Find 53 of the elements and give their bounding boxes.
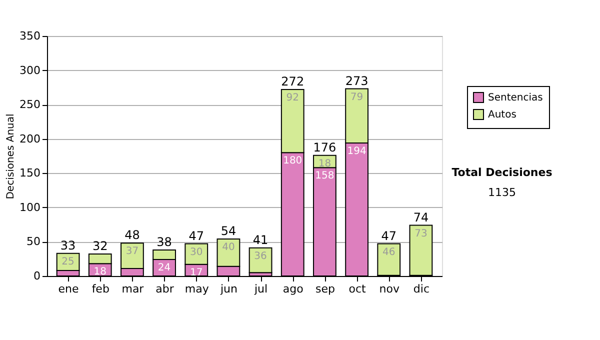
data-label: 25 xyxy=(62,256,74,268)
data-label: 30 xyxy=(190,246,203,258)
x-tick-label: abr xyxy=(156,282,174,296)
x-tick-label: mar xyxy=(122,282,144,296)
x-tick-label: sep xyxy=(315,282,335,296)
total-label: 33 xyxy=(60,238,76,252)
text: Total Decisiones xyxy=(452,166,553,179)
x-tick-label: oct xyxy=(348,282,367,296)
total-label: 54 xyxy=(220,224,236,238)
data-label: 158 xyxy=(315,170,334,182)
data-label: 18 xyxy=(94,266,106,278)
total-label: 176 xyxy=(313,140,336,154)
y-tick-label: 150 xyxy=(20,166,40,180)
data-label: 18 xyxy=(318,158,332,170)
x-tick-label: may xyxy=(184,282,210,296)
x-tick-label: jul xyxy=(253,282,268,296)
x-tick-label: ene xyxy=(58,282,80,296)
data-label: 40 xyxy=(222,242,235,253)
y-tick-label: 250 xyxy=(20,98,40,112)
total-label: 272 xyxy=(281,74,304,88)
total-label: 74 xyxy=(413,210,429,224)
y-tick-label: 0 xyxy=(34,270,40,282)
legend-label: Sentencias xyxy=(488,92,543,104)
total-label: 32 xyxy=(92,239,108,254)
data-label: 73 xyxy=(414,228,428,240)
data-label: 17 xyxy=(190,267,203,278)
x-tick-label: feb xyxy=(92,282,110,296)
text: 1135 xyxy=(488,186,516,199)
data-label: 36 xyxy=(254,250,267,262)
total-label: 48 xyxy=(124,228,140,242)
y-tick-label: 100 xyxy=(20,200,40,214)
total-label: 38 xyxy=(156,234,172,249)
data-label: 92 xyxy=(286,92,299,104)
x-tick-label: ago xyxy=(282,282,304,296)
total-label: 47 xyxy=(188,228,204,243)
y-tick-label: 350 xyxy=(20,30,40,42)
y-tick-label: 50 xyxy=(26,235,40,248)
legend-label: Autos xyxy=(488,110,516,120)
total-label: 41 xyxy=(252,232,268,247)
y-axis-title: Decisiones Anual xyxy=(6,114,17,200)
x-tick-label: dic xyxy=(413,282,430,296)
y-tick-label: 300 xyxy=(20,64,40,77)
data-label: 79 xyxy=(350,92,364,103)
data-label: 180 xyxy=(283,156,302,167)
data-label: 194 xyxy=(347,146,366,157)
total-label: 273 xyxy=(345,74,368,88)
data-label: 24 xyxy=(158,262,171,274)
x-tick-label: nov xyxy=(379,282,400,296)
data-label: 46 xyxy=(382,246,396,258)
x-tick-label: jun xyxy=(219,282,238,296)
data-label: 37 xyxy=(126,246,139,258)
total-label: 47 xyxy=(381,228,397,243)
y-tick-label: 200 xyxy=(20,132,40,146)
